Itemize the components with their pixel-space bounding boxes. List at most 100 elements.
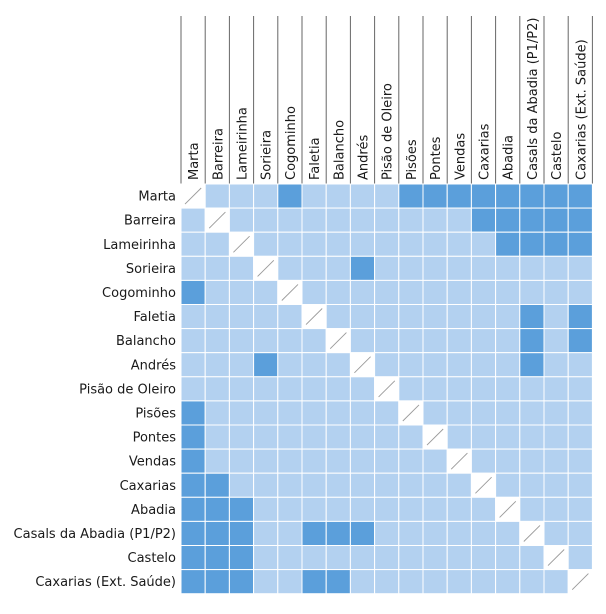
cell-highlighted (180, 496, 206, 522)
cell (253, 231, 279, 257)
cell (301, 183, 327, 209)
cell (543, 304, 569, 330)
cell-highlighted (253, 352, 279, 378)
cell (301, 424, 327, 450)
cell (495, 328, 521, 354)
diagonal-slash (208, 211, 226, 229)
cell (325, 255, 351, 281)
diagonal-slash (426, 428, 444, 446)
cell-highlighted (543, 231, 569, 257)
cell (446, 352, 472, 378)
cell (349, 569, 376, 595)
cell (470, 448, 497, 474)
cell (253, 183, 279, 209)
cell (253, 569, 279, 595)
cell (301, 545, 327, 571)
cell (543, 448, 569, 474)
cell (567, 376, 593, 402)
cell (228, 472, 255, 498)
cell (422, 569, 448, 595)
cell-highlighted (567, 183, 593, 209)
diagonal-slash (571, 573, 589, 591)
diagonal-slash (257, 259, 275, 277)
cell (470, 496, 497, 522)
column-label-lameirinha: Lameirinha (236, 107, 251, 180)
cell (204, 352, 230, 378)
cell-highlighted (180, 279, 206, 305)
cell (567, 448, 593, 474)
cell-highlighted (567, 207, 593, 233)
cell (204, 376, 230, 402)
column-label-marta: Marta (187, 142, 202, 180)
cell (519, 376, 545, 402)
diagonal-slash (402, 404, 420, 422)
cell (253, 520, 279, 547)
cell (349, 496, 376, 522)
cell (470, 424, 497, 450)
cell (277, 472, 303, 498)
cell (325, 496, 351, 522)
cell (519, 255, 545, 281)
cell (180, 231, 206, 257)
cell (446, 304, 472, 330)
cell (301, 352, 327, 378)
cell (422, 279, 448, 305)
cell (325, 183, 351, 209)
cell (543, 352, 569, 378)
cell (204, 183, 230, 209)
cell (495, 400, 521, 426)
cell (349, 376, 376, 402)
cell (495, 255, 521, 281)
cell (374, 400, 400, 426)
cell (301, 231, 327, 257)
cell (543, 255, 569, 281)
diagonal-slash (281, 284, 299, 301)
cell (253, 207, 279, 233)
matrix-cells (180, 183, 593, 595)
cell (204, 400, 230, 426)
cell (543, 496, 569, 522)
cell (446, 231, 472, 257)
cell (374, 424, 400, 450)
cell-highlighted (422, 183, 448, 209)
column-label-sorieira: Sorieira (260, 130, 275, 180)
cell (301, 328, 327, 354)
cell (325, 424, 351, 450)
cell (277, 231, 303, 257)
cell (398, 545, 424, 571)
cell (228, 279, 255, 305)
cell (301, 448, 327, 474)
cell-highlighted (519, 328, 545, 354)
cell (398, 328, 424, 354)
cell-highlighted (228, 496, 255, 522)
cell (422, 231, 448, 257)
cell-highlighted (567, 231, 593, 257)
cell (349, 545, 376, 571)
diagonal-slash (499, 500, 517, 518)
cell-highlighted (228, 545, 255, 571)
cell (374, 520, 400, 547)
cell (543, 400, 569, 426)
cell (180, 376, 206, 402)
cell-highlighted (180, 472, 206, 498)
column-label-casals-da-abadia-p1-p2: Casals da Abadia (P1/P2) (526, 18, 541, 180)
cell (253, 279, 279, 305)
cell (567, 279, 593, 305)
cell (567, 424, 593, 450)
cell (277, 448, 303, 474)
cell (422, 207, 448, 233)
column-label-cogominho: Cogominho (284, 106, 299, 180)
cell-highlighted (325, 569, 351, 595)
cell (470, 400, 497, 426)
cell (349, 304, 376, 330)
cell (277, 255, 303, 281)
cell (204, 304, 230, 330)
column-label-pontes: Pontes (429, 136, 444, 180)
column-label-balancho: Balancho (332, 120, 347, 180)
cell (398, 520, 424, 547)
row-label-cogominho: Cogominho (102, 286, 176, 301)
column-label-abadia: Abadia (502, 135, 517, 180)
row-label-casals-da-abadia-p1-p2: Casals da Abadia (P1/P2) (14, 527, 176, 542)
cell (374, 448, 400, 474)
cell-highlighted (180, 424, 206, 450)
